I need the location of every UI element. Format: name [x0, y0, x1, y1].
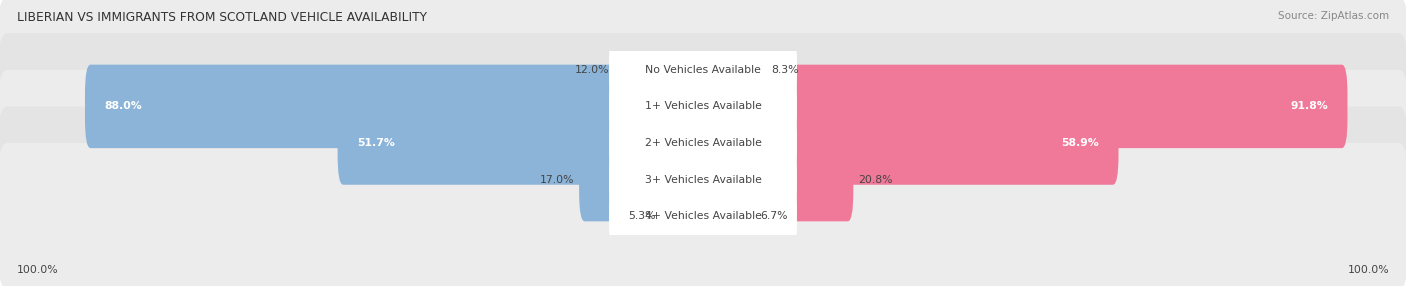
FancyBboxPatch shape: [0, 33, 1406, 180]
Text: 51.7%: 51.7%: [357, 138, 395, 148]
Text: 58.9%: 58.9%: [1062, 138, 1099, 148]
FancyBboxPatch shape: [697, 101, 1119, 185]
Text: 91.8%: 91.8%: [1291, 102, 1329, 111]
FancyBboxPatch shape: [0, 106, 1406, 253]
Text: 6.7%: 6.7%: [761, 211, 787, 221]
FancyBboxPatch shape: [0, 143, 1406, 286]
Text: 100.0%: 100.0%: [1347, 265, 1389, 275]
Text: No Vehicles Available: No Vehicles Available: [645, 65, 761, 75]
FancyBboxPatch shape: [614, 28, 709, 112]
FancyBboxPatch shape: [697, 174, 755, 258]
FancyBboxPatch shape: [609, 188, 797, 244]
Text: 100.0%: 100.0%: [17, 265, 59, 275]
Text: 8.3%: 8.3%: [772, 65, 799, 75]
FancyBboxPatch shape: [609, 79, 797, 134]
Text: 4+ Vehicles Available: 4+ Vehicles Available: [644, 211, 762, 221]
FancyBboxPatch shape: [697, 138, 853, 221]
Text: 3+ Vehicles Available: 3+ Vehicles Available: [644, 175, 762, 184]
Text: 88.0%: 88.0%: [104, 102, 142, 111]
Text: LIBERIAN VS IMMIGRANTS FROM SCOTLAND VEHICLE AVAILABILITY: LIBERIAN VS IMMIGRANTS FROM SCOTLAND VEH…: [17, 11, 427, 24]
FancyBboxPatch shape: [337, 101, 709, 185]
FancyBboxPatch shape: [609, 152, 797, 207]
FancyBboxPatch shape: [697, 28, 766, 112]
FancyBboxPatch shape: [697, 65, 1347, 148]
Text: 20.8%: 20.8%: [858, 175, 893, 184]
Text: Source: ZipAtlas.com: Source: ZipAtlas.com: [1278, 11, 1389, 21]
FancyBboxPatch shape: [661, 174, 709, 258]
Text: 2+ Vehicles Available: 2+ Vehicles Available: [644, 138, 762, 148]
Text: 12.0%: 12.0%: [575, 65, 609, 75]
FancyBboxPatch shape: [609, 42, 797, 98]
FancyBboxPatch shape: [0, 0, 1406, 143]
FancyBboxPatch shape: [0, 70, 1406, 216]
FancyBboxPatch shape: [84, 65, 709, 148]
Text: 17.0%: 17.0%: [540, 175, 574, 184]
FancyBboxPatch shape: [579, 138, 709, 221]
Text: 5.3%: 5.3%: [628, 211, 655, 221]
Text: 1+ Vehicles Available: 1+ Vehicles Available: [644, 102, 762, 111]
FancyBboxPatch shape: [609, 115, 797, 171]
